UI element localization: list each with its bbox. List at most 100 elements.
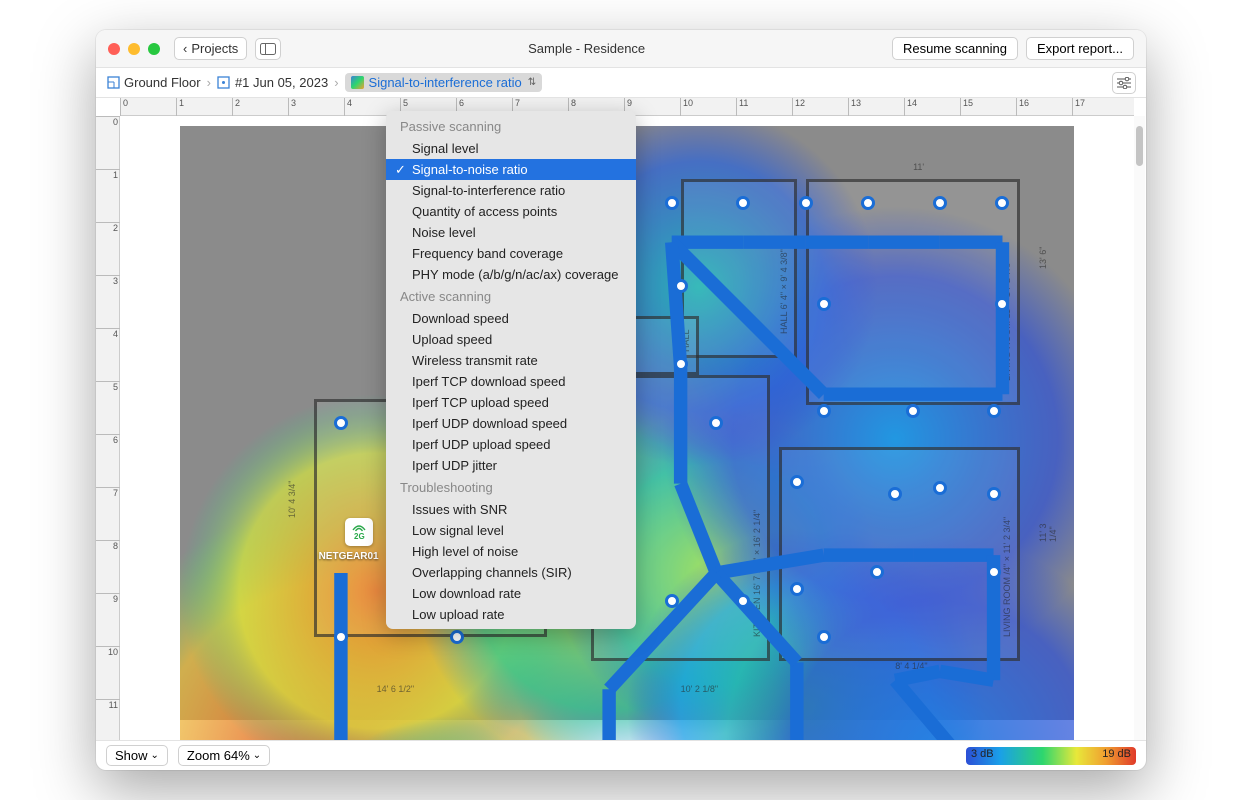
- canvas: 01234567891011121314151617 0123456789101…: [96, 98, 1146, 740]
- dropdown-item[interactable]: Signal-to-interference ratio: [386, 180, 636, 201]
- show-menu-button[interactable]: Show⌄: [106, 745, 168, 766]
- measurement-point[interactable]: [995, 196, 1009, 210]
- measurement-point[interactable]: [674, 279, 688, 293]
- view-settings-button[interactable]: [1112, 72, 1136, 94]
- traffic-lights: [108, 43, 160, 55]
- measurement-point[interactable]: [665, 196, 679, 210]
- dropdown-section-header: Active scanning: [386, 285, 636, 308]
- ruler-tick: 17: [1072, 98, 1085, 116]
- dropdown-item[interactable]: Iperf UDP download speed: [386, 413, 636, 434]
- measurement-point[interactable]: [334, 630, 348, 644]
- heatmap-icon: [351, 76, 365, 90]
- titlebar: ‹ Projects Sample - Residence Resume sca…: [96, 30, 1146, 68]
- back-button[interactable]: ‹ Projects: [174, 37, 247, 60]
- minimize-icon[interactable]: [128, 43, 140, 55]
- dropdown-item[interactable]: Issues with SNR: [386, 499, 636, 520]
- ruler-tick: 12: [792, 98, 805, 116]
- dropdown-item[interactable]: Low signal level: [386, 520, 636, 541]
- dropdown-item[interactable]: Signal-to-noise ratio: [386, 159, 636, 180]
- dropdown-item[interactable]: Download speed: [386, 308, 636, 329]
- ruler-tick: 5: [96, 381, 120, 392]
- measurement-point[interactable]: [817, 297, 831, 311]
- measurement-point[interactable]: [906, 404, 920, 418]
- ruler-tick: 3: [288, 98, 296, 116]
- ruler-tick: 16: [1016, 98, 1029, 116]
- measurement-point[interactable]: [799, 196, 813, 210]
- dropdown-item[interactable]: Signal level: [386, 138, 636, 159]
- measurement-point[interactable]: [736, 594, 750, 608]
- measurement-point[interactable]: [790, 582, 804, 596]
- measurement-point[interactable]: [450, 630, 464, 644]
- measurement-point[interactable]: [995, 297, 1009, 311]
- dropdown-item[interactable]: Noise level: [386, 222, 636, 243]
- measurement-point[interactable]: [987, 565, 1001, 579]
- dropdown-item[interactable]: High level of noise: [386, 541, 636, 562]
- dropdown-item[interactable]: Overlapping channels (SIR): [386, 562, 636, 583]
- measurement-point[interactable]: [933, 196, 947, 210]
- ruler-tick: 11: [736, 98, 748, 116]
- statusbar: Show⌄ Zoom 64%⌄ 3 dB 19 dB: [96, 740, 1146, 770]
- measurement-point[interactable]: [870, 565, 884, 579]
- chevron-right-icon: ›: [207, 75, 211, 90]
- measurement-point[interactable]: [334, 416, 348, 430]
- scrollbar-vertical[interactable]: [1134, 116, 1145, 740]
- measurement-point[interactable]: [987, 404, 1001, 418]
- ruler-tick: 10: [680, 98, 693, 116]
- chevron-updown-icon: ⇅: [528, 77, 536, 88]
- ruler-tick: 14: [904, 98, 917, 116]
- measurement-point[interactable]: [736, 196, 750, 210]
- ruler-tick: 6: [96, 434, 120, 445]
- ruler-tick: 1: [96, 169, 120, 180]
- dropdown-item[interactable]: Iperf UDP jitter: [386, 455, 636, 476]
- chevron-left-icon: ‹: [183, 41, 187, 56]
- export-report-button[interactable]: Export report...: [1026, 37, 1134, 60]
- zoom-menu-button[interactable]: Zoom 64%⌄: [178, 745, 270, 766]
- resume-scanning-button[interactable]: Resume scanning: [892, 37, 1018, 60]
- measurement-point[interactable]: [933, 481, 947, 495]
- breadcrumb-floor[interactable]: Ground Floor: [106, 75, 201, 90]
- ruler-tick: 7: [96, 487, 120, 498]
- window-title: Sample - Residence: [281, 41, 892, 56]
- scan-icon: [217, 76, 231, 90]
- ruler-tick: 4: [344, 98, 352, 116]
- sidebar-toggle-button[interactable]: [255, 38, 281, 60]
- back-label: Projects: [191, 41, 238, 56]
- ruler-tick: 13: [848, 98, 861, 116]
- measurement-point[interactable]: [817, 630, 831, 644]
- sliders-icon: [1116, 77, 1132, 89]
- measurement-point[interactable]: [709, 416, 723, 430]
- ruler-vertical: 0123456789101112: [96, 116, 120, 740]
- visualization-dropdown[interactable]: Passive scanningSignal levelSignal-to-no…: [386, 111, 636, 629]
- dropdown-item[interactable]: Quantity of access points: [386, 201, 636, 222]
- dropdown-item[interactable]: Upload speed: [386, 329, 636, 350]
- dropdown-item[interactable]: Wireless transmit rate: [386, 350, 636, 371]
- dropdown-item[interactable]: Low upload rate: [386, 604, 636, 625]
- breadcrumb-scan[interactable]: #1 Jun 05, 2023: [217, 75, 328, 90]
- measurement-point[interactable]: [665, 594, 679, 608]
- heatmap-legend: 3 dB 19 dB: [966, 747, 1136, 765]
- measurement-point[interactable]: [790, 475, 804, 489]
- dropdown-item[interactable]: Low download rate: [386, 583, 636, 604]
- fullscreen-icon[interactable]: [148, 43, 160, 55]
- legend-gradient: 3 dB 19 dB: [966, 747, 1136, 765]
- ruler-tick: 11: [96, 699, 120, 710]
- close-icon[interactable]: [108, 43, 120, 55]
- measurement-point[interactable]: [674, 357, 688, 371]
- dropdown-item[interactable]: Iperf UDP upload speed: [386, 434, 636, 455]
- measurement-point[interactable]: [861, 196, 875, 210]
- scrollbar-thumb[interactable]: [1136, 126, 1143, 166]
- measurement-point[interactable]: [888, 487, 902, 501]
- dropdown-item[interactable]: PHY mode (a/b/g/n/ac/ax) coverage: [386, 264, 636, 285]
- dropdown-section-header: Troubleshooting: [386, 476, 636, 499]
- visualization-selector[interactable]: Signal-to-interference ratio ⇅: [345, 73, 543, 92]
- breadcrumb: Ground Floor › #1 Jun 05, 2023 › Signal-…: [96, 68, 1146, 98]
- measurement-point[interactable]: [817, 404, 831, 418]
- measurement-point[interactable]: [987, 487, 1001, 501]
- breadcrumb-floor-label: Ground Floor: [124, 75, 201, 90]
- breadcrumb-scan-label: #1 Jun 05, 2023: [235, 75, 328, 90]
- dropdown-item[interactable]: Iperf TCP download speed: [386, 371, 636, 392]
- chevron-right-icon: ›: [334, 75, 338, 90]
- dropdown-item[interactable]: Iperf TCP upload speed: [386, 392, 636, 413]
- dropdown-item[interactable]: Frequency band coverage: [386, 243, 636, 264]
- toolbar-right: Resume scanning Export report...: [892, 37, 1134, 60]
